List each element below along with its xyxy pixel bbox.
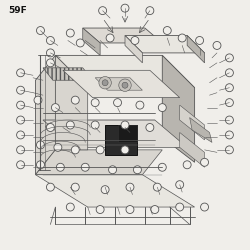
Circle shape — [66, 203, 74, 211]
Text: 59F: 59F — [8, 6, 27, 15]
Circle shape — [121, 4, 129, 12]
Circle shape — [121, 121, 129, 129]
Circle shape — [226, 131, 234, 139]
Polygon shape — [63, 70, 180, 98]
Circle shape — [46, 59, 54, 67]
Circle shape — [91, 99, 99, 106]
Circle shape — [71, 183, 79, 191]
Circle shape — [99, 76, 111, 89]
Circle shape — [146, 124, 154, 132]
Circle shape — [99, 7, 106, 14]
Circle shape — [146, 7, 154, 14]
Polygon shape — [36, 56, 56, 175]
Polygon shape — [190, 118, 212, 142]
Polygon shape — [105, 125, 138, 155]
Circle shape — [213, 42, 221, 50]
Circle shape — [102, 80, 108, 86]
Circle shape — [16, 161, 24, 169]
Circle shape — [46, 183, 54, 191]
Circle shape — [34, 96, 42, 104]
Polygon shape — [56, 56, 88, 150]
Polygon shape — [125, 36, 142, 63]
Circle shape — [122, 82, 128, 88]
Circle shape — [16, 131, 24, 139]
Circle shape — [66, 121, 74, 129]
Circle shape — [36, 141, 44, 149]
Circle shape — [136, 101, 144, 109]
Circle shape — [36, 26, 44, 34]
Polygon shape — [180, 105, 204, 140]
Circle shape — [200, 158, 208, 166]
Circle shape — [114, 99, 122, 106]
Polygon shape — [36, 150, 162, 175]
Circle shape — [126, 183, 134, 191]
Polygon shape — [83, 28, 100, 56]
Circle shape — [121, 146, 129, 154]
Circle shape — [163, 26, 171, 34]
Circle shape — [226, 54, 234, 62]
Polygon shape — [43, 120, 187, 147]
Circle shape — [36, 161, 44, 169]
Circle shape — [101, 186, 109, 194]
Circle shape — [226, 146, 234, 154]
Circle shape — [16, 146, 24, 154]
Circle shape — [119, 79, 131, 92]
Circle shape — [176, 181, 184, 189]
Circle shape — [81, 163, 89, 171]
Circle shape — [226, 99, 234, 106]
Polygon shape — [95, 78, 142, 90]
Circle shape — [134, 166, 141, 174]
Polygon shape — [43, 68, 93, 80]
Circle shape — [151, 206, 159, 214]
Circle shape — [158, 163, 166, 171]
Polygon shape — [83, 28, 162, 43]
Circle shape — [76, 39, 84, 47]
Circle shape — [96, 146, 104, 154]
Circle shape — [196, 36, 203, 44]
Circle shape — [96, 206, 104, 214]
Circle shape — [56, 163, 64, 171]
Polygon shape — [118, 125, 138, 142]
Circle shape — [16, 86, 24, 94]
Circle shape — [54, 144, 62, 151]
Polygon shape — [125, 36, 204, 53]
Circle shape — [71, 96, 79, 104]
Circle shape — [108, 166, 116, 174]
Circle shape — [16, 101, 24, 109]
Circle shape — [153, 183, 161, 191]
Circle shape — [16, 116, 24, 124]
Polygon shape — [56, 56, 194, 88]
Circle shape — [226, 84, 234, 92]
Circle shape — [126, 206, 134, 214]
Circle shape — [71, 146, 79, 154]
Circle shape — [226, 116, 234, 124]
Circle shape — [46, 49, 54, 57]
Circle shape — [178, 34, 186, 42]
Circle shape — [183, 161, 191, 169]
Circle shape — [52, 104, 59, 112]
Circle shape — [106, 34, 114, 42]
Polygon shape — [162, 56, 194, 162]
Circle shape — [46, 124, 54, 132]
Circle shape — [226, 69, 234, 77]
Circle shape — [46, 36, 54, 44]
Circle shape — [158, 104, 166, 112]
Circle shape — [66, 29, 74, 37]
Circle shape — [91, 121, 99, 129]
Circle shape — [131, 36, 139, 44]
Polygon shape — [180, 132, 204, 167]
Circle shape — [176, 203, 184, 211]
Circle shape — [200, 203, 208, 211]
Polygon shape — [36, 175, 194, 207]
Polygon shape — [187, 36, 204, 63]
Circle shape — [16, 69, 24, 77]
